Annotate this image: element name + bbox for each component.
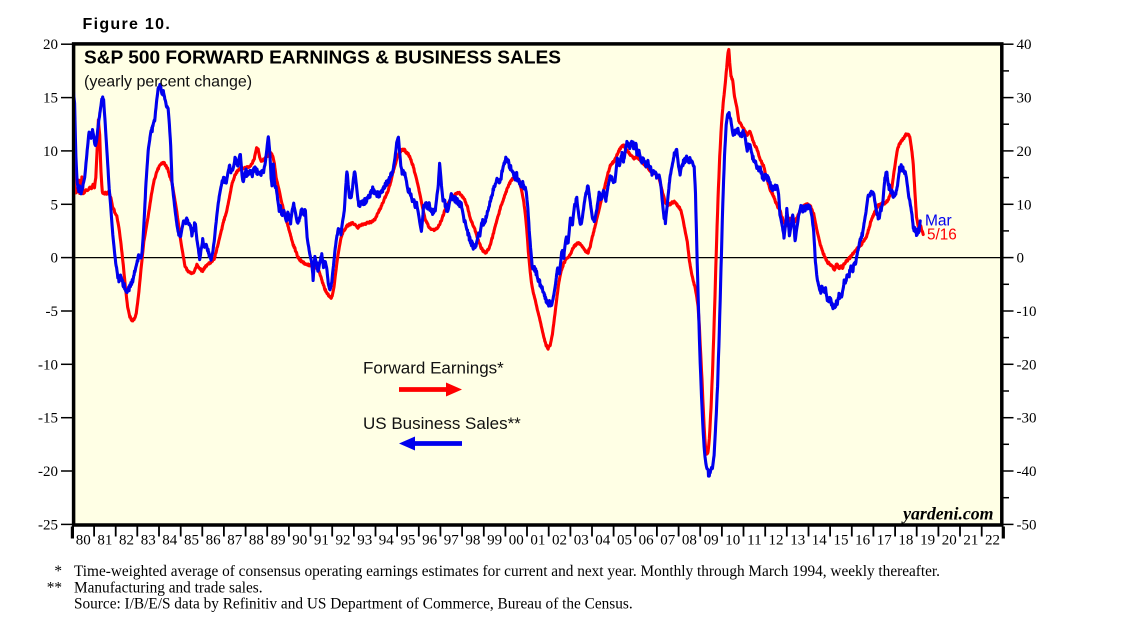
svg-text:Source: I/B/E/S data by Refini: Source: I/B/E/S data by Refinitiv and US… <box>74 596 633 613</box>
svg-text:87: 87 <box>227 532 243 548</box>
svg-text:-40: -40 <box>1017 464 1037 480</box>
svg-text:S&P 500 FORWARD EARNINGS & BUS: S&P 500 FORWARD EARNINGS & BUSINESS SALE… <box>84 47 561 68</box>
svg-text:96: 96 <box>422 532 438 548</box>
svg-text:*: * <box>54 563 62 580</box>
svg-text:85: 85 <box>184 532 199 548</box>
svg-text:18: 18 <box>898 532 913 548</box>
svg-text:-15: -15 <box>38 411 58 427</box>
svg-text:US Business Sales**: US Business Sales** <box>363 414 521 433</box>
svg-text:40: 40 <box>1017 37 1032 53</box>
svg-text:0: 0 <box>1017 251 1025 267</box>
svg-text:08: 08 <box>682 532 697 548</box>
svg-text:-10: -10 <box>1017 304 1037 320</box>
svg-text:Figure 10.: Figure 10. <box>83 16 172 33</box>
svg-text:00: 00 <box>509 532 524 548</box>
svg-text:89: 89 <box>271 532 286 548</box>
svg-text:5/16: 5/16 <box>927 227 957 244</box>
svg-text:95: 95 <box>401 532 416 548</box>
svg-text:09: 09 <box>704 532 719 548</box>
svg-text:Forward Earnings*: Forward Earnings* <box>363 359 504 378</box>
svg-text:81: 81 <box>97 532 112 548</box>
svg-text:06: 06 <box>639 532 655 548</box>
svg-text:05: 05 <box>617 532 632 548</box>
svg-text:93: 93 <box>357 532 372 548</box>
svg-text:16: 16 <box>855 532 871 548</box>
svg-text:10: 10 <box>43 144 58 160</box>
svg-text:91: 91 <box>314 532 329 548</box>
svg-text:13: 13 <box>790 532 805 548</box>
svg-text:99: 99 <box>487 532 502 548</box>
svg-text:0: 0 <box>51 251 59 267</box>
svg-text:97: 97 <box>444 532 460 548</box>
svg-text:01: 01 <box>530 532 545 548</box>
svg-text:10: 10 <box>1017 197 1032 213</box>
svg-text:02: 02 <box>552 532 567 548</box>
svg-text:83: 83 <box>141 532 156 548</box>
svg-text:30: 30 <box>1017 91 1032 107</box>
svg-text:5: 5 <box>51 197 59 213</box>
svg-text:-30: -30 <box>1017 411 1037 427</box>
svg-text:(yearly percent change): (yearly percent change) <box>84 74 252 91</box>
svg-text:80: 80 <box>76 532 91 548</box>
svg-text:14: 14 <box>812 532 828 548</box>
svg-text:20: 20 <box>1017 144 1032 160</box>
svg-text:88: 88 <box>249 532 264 548</box>
svg-text:-50: -50 <box>1017 517 1037 533</box>
svg-text:22: 22 <box>985 532 1000 548</box>
svg-text:-5: -5 <box>46 304 59 320</box>
svg-text:**: ** <box>47 579 62 596</box>
svg-text:11: 11 <box>747 532 761 548</box>
svg-text:Mar: Mar <box>925 212 952 229</box>
svg-text:07: 07 <box>660 532 676 548</box>
svg-text:19: 19 <box>920 532 935 548</box>
svg-text:Manufacturing and trade sales.: Manufacturing and trade sales. <box>74 579 263 596</box>
svg-text:Time-weighted average of conse: Time-weighted average of consensus opera… <box>74 563 940 580</box>
svg-text:-25: -25 <box>38 517 58 533</box>
svg-text:03: 03 <box>574 532 589 548</box>
svg-text:-10: -10 <box>38 357 58 373</box>
svg-text:04: 04 <box>595 532 611 548</box>
svg-text:10: 10 <box>725 532 740 548</box>
svg-text:94: 94 <box>379 532 395 548</box>
svg-text:-20: -20 <box>38 464 58 480</box>
svg-text:21: 21 <box>963 532 978 548</box>
svg-text:20: 20 <box>43 37 58 53</box>
svg-text:15: 15 <box>43 91 58 107</box>
svg-text:82: 82 <box>119 532 134 548</box>
svg-text:84: 84 <box>162 532 178 548</box>
svg-text:15: 15 <box>834 532 849 548</box>
svg-text:98: 98 <box>465 532 480 548</box>
svg-text:yardeni.com: yardeni.com <box>901 503 993 523</box>
svg-text:90: 90 <box>292 532 307 548</box>
svg-text:12: 12 <box>769 532 784 548</box>
svg-text:86: 86 <box>206 532 222 548</box>
svg-text:-20: -20 <box>1017 357 1037 373</box>
svg-text:92: 92 <box>336 532 351 548</box>
svg-text:20: 20 <box>942 532 957 548</box>
svg-text:17: 17 <box>877 532 893 548</box>
